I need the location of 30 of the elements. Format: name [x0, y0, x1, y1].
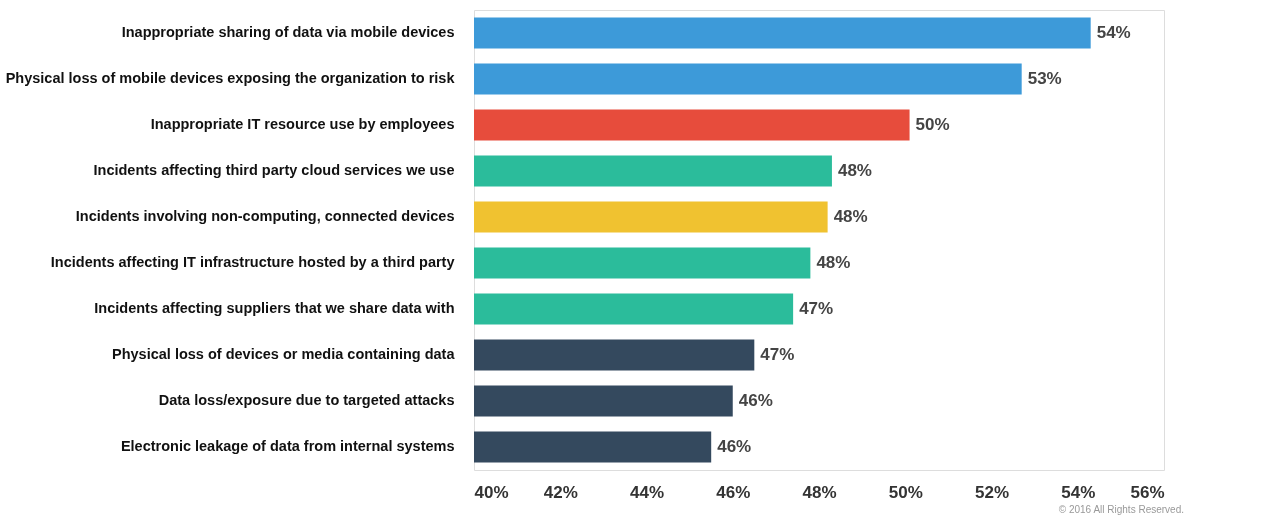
x-tick-label: 54%	[1061, 482, 1096, 502]
y-tick-label: Inappropriate sharing of data via mobile devices	[121, 24, 455, 40]
data-label: 53%	[1027, 69, 1062, 88]
data-label: 47%	[799, 299, 834, 318]
y-tick-label: Data loss/exposure due to targeted attacks	[158, 392, 455, 408]
data-label: 46%	[717, 437, 752, 456]
data-label: 48%	[837, 161, 872, 180]
y-tick-label: Incidents involving non-computing, connected devices	[75, 208, 455, 224]
text: © 2016 All Rights Reserved.	[1058, 504, 1184, 515]
data-label: 46%	[738, 391, 773, 410]
data-label: 50%	[915, 115, 950, 134]
data-label: 54%	[1096, 23, 1131, 42]
x-tick-label: 52%	[974, 482, 1010, 502]
y-tick-label: Incidents affecting third party cloud services we use	[93, 162, 455, 178]
y-tick-label: Incidents affecting IT infrastructure hosted by a third party	[50, 254, 455, 270]
y-tick-label: Physical loss of mobile devices exposing the organization to risk	[5, 70, 456, 86]
y-tick-label: Physical loss of devices or media containing data	[112, 346, 456, 362]
x-tick-label: 56%	[1130, 482, 1165, 502]
y-tick-label: Inappropriate IT resource use by employees	[150, 116, 455, 132]
data-label: 47%	[760, 345, 795, 364]
x-tick-label: 40%	[474, 482, 509, 502]
x-tick-label: 50%	[888, 482, 923, 502]
x-tick-label: 46%	[716, 482, 751, 502]
x-tick-label: 48%	[802, 482, 837, 502]
y-tick-label: Electronic leakage of data from internal systems	[120, 438, 455, 454]
data-label: 48%	[816, 253, 851, 272]
data-label: 48%	[833, 207, 868, 226]
x-tick-label: 42%	[543, 482, 578, 502]
y-tick-label: Incidents affecting suppliers that we share data with	[94, 300, 455, 316]
x-tick-label: 44%	[629, 482, 665, 502]
